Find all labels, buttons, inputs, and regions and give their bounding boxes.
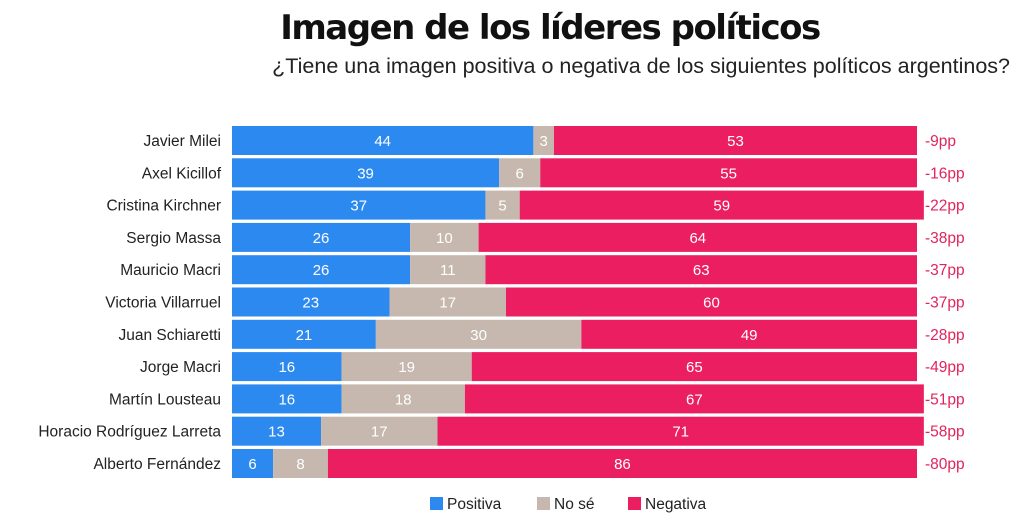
- category-label: Sergio Massa: [126, 230, 221, 247]
- net-difference-label: -22pp: [925, 198, 965, 215]
- bar-segment-no-s: [485, 190, 520, 220]
- data-label: 49: [741, 327, 758, 344]
- data-label: 30: [470, 327, 487, 344]
- net-difference-label: -58pp: [925, 424, 965, 441]
- data-label: 23: [302, 295, 319, 312]
- net-difference-label: -51pp: [925, 391, 965, 408]
- bar-segment-no-s: [499, 158, 541, 188]
- bar-segment-negativa: [327, 449, 917, 478]
- data-label: 64: [689, 230, 706, 247]
- data-label: 16: [278, 391, 295, 408]
- net-difference-label: -16pp: [925, 165, 965, 182]
- net-difference-label: -49pp: [925, 359, 965, 376]
- data-label: 53: [727, 133, 744, 150]
- category-label: Alberto Fernández: [93, 456, 221, 473]
- bar-segment-positiva: [232, 222, 411, 252]
- data-label: 19: [398, 359, 415, 376]
- data-label: 6: [516, 165, 524, 182]
- data-label: 63: [693, 262, 710, 279]
- legend-swatch: [537, 497, 550, 510]
- bar-segment-no-s: [341, 352, 472, 382]
- bar-segment-no-s: [410, 222, 479, 252]
- bar-segment-negativa: [478, 222, 917, 252]
- bar-segment-negativa: [506, 287, 917, 317]
- bar-segment-positiva: [232, 126, 534, 155]
- net-difference-label: -80pp: [925, 456, 965, 473]
- net-difference-label: -37pp: [925, 262, 965, 279]
- category-label: Juan Schiaretti: [118, 327, 221, 344]
- bar-segment-no-s: [321, 416, 438, 446]
- bar-segment-no-s: [533, 126, 554, 155]
- net-difference-label: -9pp: [925, 133, 956, 150]
- category-label: Cristina Kirchner: [106, 198, 221, 215]
- bar-segment-negativa: [540, 158, 917, 188]
- bar-segment-negativa: [485, 255, 917, 285]
- bar-segment-no-s: [410, 255, 486, 285]
- bar-segment-positiva: [232, 158, 500, 188]
- bar-segment-positiva: [232, 287, 390, 317]
- data-label: 67: [686, 391, 703, 408]
- legend-swatch: [628, 497, 641, 510]
- data-label: 5: [498, 198, 506, 215]
- data-label: 59: [713, 198, 730, 215]
- category-label: Horacio Rodríguez Larreta: [38, 424, 221, 441]
- data-label: 44: [374, 133, 391, 150]
- bar-segment-negativa: [581, 319, 917, 349]
- bar-segment-positiva: [232, 190, 486, 220]
- data-label: 18: [395, 391, 412, 408]
- data-label: 11: [440, 262, 456, 279]
- bar-segment-positiva: [232, 352, 342, 382]
- chart-title: Imagen de los líderes políticos: [280, 8, 821, 48]
- data-label: 8: [296, 456, 304, 473]
- category-label: Axel Kicillof: [142, 165, 222, 182]
- category-label: Victoria Villarruel: [105, 295, 221, 312]
- data-label: 13: [268, 424, 285, 441]
- bar-segment-positiva: [232, 319, 376, 349]
- bar-segment-negativa: [471, 352, 917, 382]
- legend-label: Negativa: [645, 496, 707, 513]
- bar-segment-positiva: [232, 449, 274, 478]
- category-label: Jorge Macri: [140, 359, 221, 376]
- data-label: 3: [540, 133, 548, 150]
- data-label: 26: [313, 262, 330, 279]
- data-label: 26: [313, 230, 330, 247]
- bar-segment-positiva: [232, 384, 342, 414]
- category-label: Javier Milei: [143, 133, 221, 150]
- data-label: 65: [686, 359, 703, 376]
- data-label: 17: [371, 424, 388, 441]
- bar-segment-no-s: [273, 449, 328, 478]
- data-label: 10: [436, 230, 453, 247]
- data-label: 39: [357, 165, 374, 182]
- net-difference-label: -37pp: [925, 295, 965, 312]
- legend-swatch: [430, 497, 443, 510]
- bar-segment-negativa: [519, 190, 924, 220]
- bar-segment-no-s: [375, 319, 582, 349]
- data-label: 16: [278, 359, 295, 376]
- category-label: Martín Lousteau: [109, 391, 221, 408]
- data-label: 60: [703, 295, 720, 312]
- data-label: 55: [720, 165, 737, 182]
- data-label: 21: [296, 327, 313, 344]
- data-label: 86: [614, 456, 631, 473]
- legend-label: Positiva: [447, 496, 502, 513]
- bar-segment-negativa: [437, 416, 924, 446]
- data-label: 6: [248, 456, 256, 473]
- bar-segment-no-s: [389, 287, 506, 317]
- bar-segment-positiva: [232, 416, 322, 446]
- bar-segment-negativa: [553, 126, 917, 155]
- net-difference-label: -28pp: [925, 327, 965, 344]
- data-label: 71: [672, 424, 689, 441]
- chart-subtitle: ¿Tiene una imagen positiva o negativa de…: [272, 54, 1010, 78]
- bar-segment-negativa: [464, 384, 924, 414]
- data-label: 17: [439, 295, 456, 312]
- net-difference-label: -38pp: [925, 230, 965, 247]
- bar-segment-positiva: [232, 255, 411, 285]
- legend-label: No sé: [554, 496, 595, 513]
- category-label: Mauricio Macri: [120, 262, 221, 279]
- bar-segment-no-s: [341, 384, 465, 414]
- data-label: 37: [350, 198, 367, 215]
